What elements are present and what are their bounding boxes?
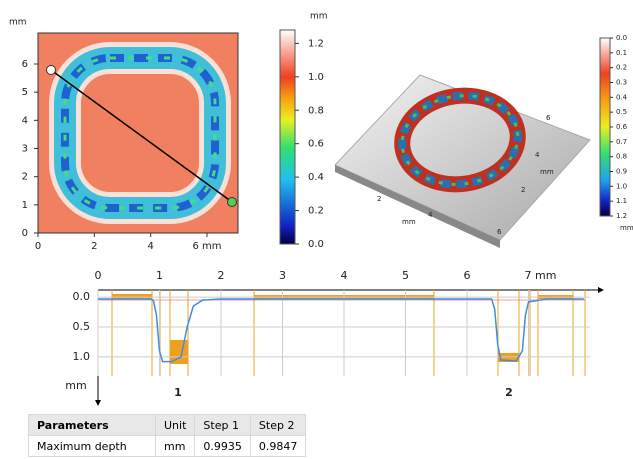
y-tick-label: 5 bbox=[22, 87, 28, 98]
y-tick-label: 1 bbox=[22, 200, 28, 211]
x-tick-label: 6 bbox=[464, 269, 471, 282]
colorbar-label: 0.8 bbox=[616, 153, 627, 161]
colorbar-label: 0.9 bbox=[616, 168, 627, 176]
colorbar bbox=[280, 30, 295, 244]
colorbar-label: 0.4 bbox=[308, 172, 324, 183]
header-cell: Unit bbox=[156, 415, 195, 436]
x-unit: mm bbox=[402, 218, 416, 226]
cell: mm bbox=[156, 436, 195, 457]
spacer bbox=[306, 436, 603, 457]
colorbar-label: 0.6 bbox=[308, 139, 324, 150]
profile-end[interactable] bbox=[228, 198, 237, 207]
y-unit: mm bbox=[9, 18, 27, 28]
x-tick-label: 2 bbox=[218, 269, 225, 282]
y-tick-label: 1.0 bbox=[73, 350, 91, 363]
y-tick-label: 6 bbox=[546, 114, 551, 122]
results-table: Parameters Unit Step 1 Step 2 Maximum de… bbox=[28, 414, 603, 457]
x-tick-label: 0 bbox=[95, 269, 102, 282]
y-tick-label: 6 bbox=[22, 59, 28, 70]
colorbar-label: 1.2 bbox=[616, 212, 627, 220]
header-cell: Step 1 bbox=[195, 415, 251, 436]
y-tick-label: 2 bbox=[521, 186, 525, 194]
table-row: Maximum depth mm 0.9935 0.9847 bbox=[29, 436, 603, 457]
colorbar-label: 0.2 bbox=[308, 206, 324, 217]
cell: 0.9935 bbox=[195, 436, 251, 457]
cell: 0.9847 bbox=[250, 436, 306, 457]
y-arrow bbox=[95, 400, 101, 406]
colorbar-label: 0.1 bbox=[616, 49, 627, 57]
header-cell: Parameters bbox=[29, 415, 156, 436]
colorbar-label: 0.8 bbox=[308, 105, 324, 116]
y-tick-label: 3 bbox=[22, 143, 28, 154]
x-arrow bbox=[598, 287, 604, 293]
x-tick-label: 1 bbox=[156, 269, 163, 282]
x-tick-label: 7 mm bbox=[525, 269, 557, 282]
page: 0 2 4 6 mm 0 1 2 3 4 5 6 mm 0.0 0.2 0.4 0.6 0.8 1.0 1.2 mm 2… bbox=[0, 0, 633, 459]
table-header: Parameters Unit Step 1 Step 2 bbox=[29, 415, 603, 436]
spacer bbox=[306, 415, 603, 436]
views: 0 2 4 6 mm 0 1 2 3 4 5 6 mm 0.0 0.2 0.4 0.6 0.8 1.0 1.2 mm 2… bbox=[0, 0, 633, 412]
header-cell: Step 2 bbox=[250, 415, 306, 436]
colorbar-label: 1.0 bbox=[616, 182, 627, 190]
colorbar-unit: mm bbox=[310, 12, 328, 22]
profile-start[interactable] bbox=[47, 66, 56, 75]
x-tick-label: 6 bbox=[497, 228, 502, 236]
x-tick-label: 5 bbox=[402, 269, 409, 282]
colorbar-label: 0.0 bbox=[308, 239, 324, 250]
colorbar-label: 1.0 bbox=[308, 72, 324, 83]
colorbar-3d bbox=[600, 38, 610, 216]
y-tick-label: 4 bbox=[22, 115, 28, 126]
x-tick-label: 2 bbox=[91, 241, 97, 252]
cell: Maximum depth bbox=[29, 436, 156, 457]
y-tick-label: 2 bbox=[22, 172, 28, 183]
x-tick-label: 4 bbox=[341, 269, 348, 282]
y-unit: mm bbox=[540, 168, 554, 176]
y-tick-label: 4 bbox=[535, 151, 540, 159]
colorbar-label: 0.6 bbox=[616, 123, 628, 131]
x-tick-label: 0 bbox=[35, 241, 41, 252]
y-unit: mm bbox=[65, 379, 86, 392]
colorbar-label: 0.7 bbox=[616, 138, 627, 146]
x-tick-label: 6 mm bbox=[192, 241, 221, 252]
x-tick-label: 3 bbox=[279, 269, 286, 282]
colorbar-label: 0.5 bbox=[616, 108, 627, 116]
x-tick-label: 4 bbox=[428, 211, 433, 219]
step-label: 2 bbox=[505, 386, 513, 399]
colorbar-label: 1.2 bbox=[308, 38, 324, 49]
colorbar-label: 0.2 bbox=[616, 64, 627, 72]
y-tick-label: 0.0 bbox=[73, 290, 91, 303]
x-tick-label: 4 bbox=[147, 241, 153, 252]
colorbar-label: 0.4 bbox=[616, 93, 628, 101]
colorbar-label: 1.1 bbox=[616, 197, 627, 205]
colorbar-unit: mm bbox=[620, 224, 633, 232]
step-label: 1 bbox=[174, 386, 182, 399]
x-tick-label: 2 bbox=[377, 195, 381, 203]
colorbar-label: 0.3 bbox=[616, 79, 627, 87]
colorbar-label: 0.0 bbox=[616, 34, 627, 42]
y-tick-label: 0.5 bbox=[73, 320, 91, 333]
y-tick-label: 0 bbox=[22, 228, 28, 239]
